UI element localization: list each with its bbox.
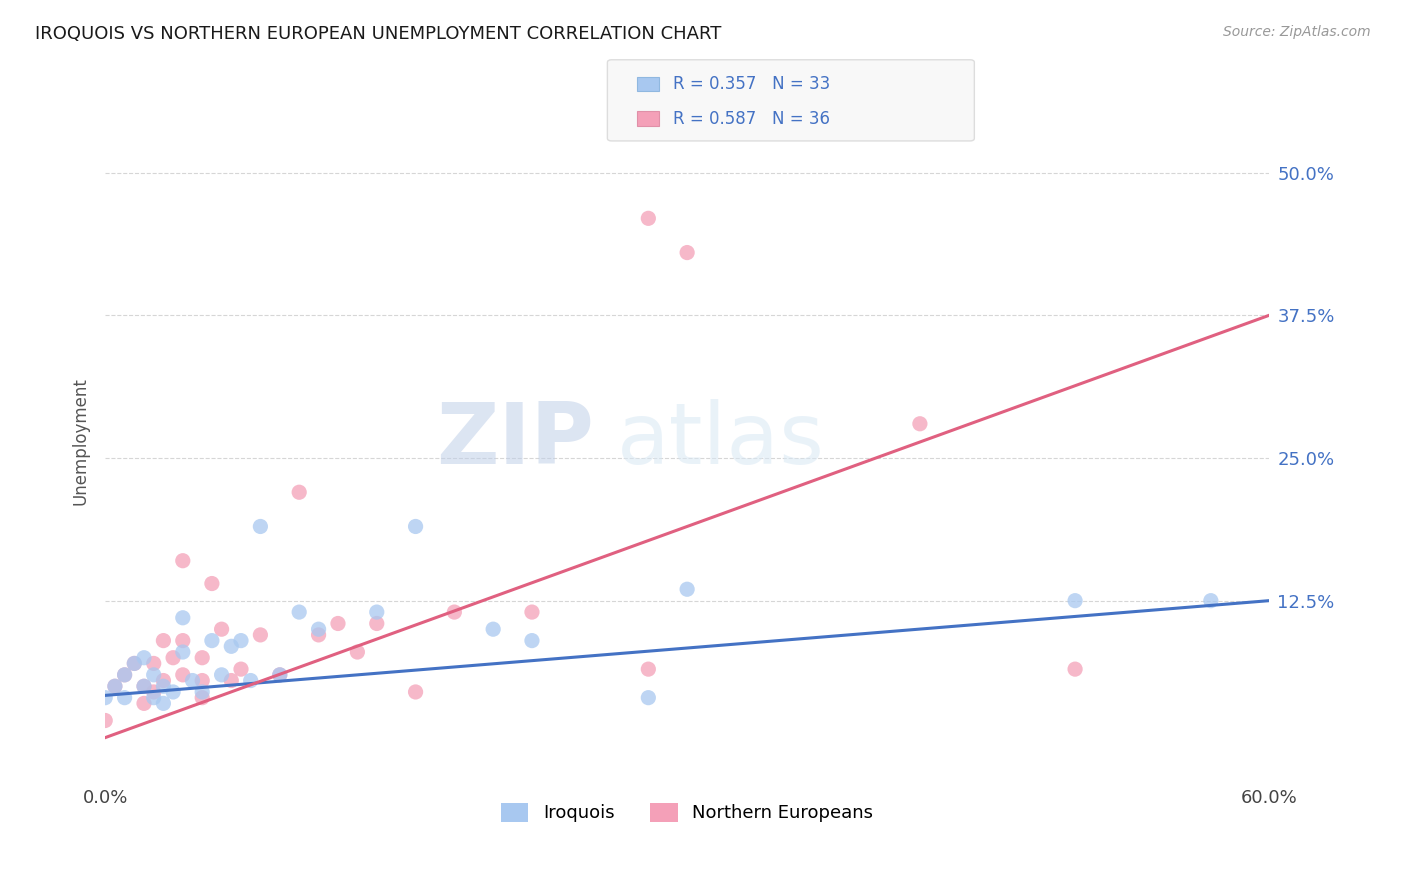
Point bbox=[326, 616, 349, 631]
Point bbox=[211, 622, 233, 636]
Point bbox=[443, 605, 465, 619]
Legend: Iroquois, Northern Europeans: Iroquois, Northern Europeans bbox=[501, 803, 873, 822]
Point bbox=[366, 605, 388, 619]
Point bbox=[637, 662, 659, 676]
Point bbox=[308, 622, 330, 636]
Point bbox=[405, 519, 427, 533]
Text: IROQUOIS VS NORTHERN EUROPEAN UNEMPLOYMENT CORRELATION CHART: IROQUOIS VS NORTHERN EUROPEAN UNEMPLOYME… bbox=[35, 25, 721, 43]
Text: atlas: atlas bbox=[617, 400, 825, 483]
Point bbox=[152, 679, 174, 693]
Text: R = 0.587   N = 36: R = 0.587 N = 36 bbox=[673, 110, 831, 128]
Point bbox=[132, 697, 155, 711]
Point bbox=[172, 611, 194, 625]
Point bbox=[152, 633, 174, 648]
Text: R = 0.357   N = 33: R = 0.357 N = 33 bbox=[673, 75, 831, 93]
Point bbox=[637, 690, 659, 705]
Point bbox=[114, 668, 136, 682]
Y-axis label: Unemployment: Unemployment bbox=[72, 377, 89, 505]
Point bbox=[172, 633, 194, 648]
Point bbox=[104, 679, 127, 693]
Point bbox=[346, 645, 368, 659]
Point bbox=[520, 633, 543, 648]
Point bbox=[142, 690, 165, 705]
Point bbox=[172, 668, 194, 682]
Point bbox=[114, 690, 136, 705]
Point bbox=[288, 485, 311, 500]
Point bbox=[94, 690, 117, 705]
Point bbox=[239, 673, 262, 688]
Point bbox=[94, 714, 117, 728]
Text: Source: ZipAtlas.com: Source: ZipAtlas.com bbox=[1223, 25, 1371, 39]
Point bbox=[908, 417, 931, 431]
Point bbox=[249, 628, 271, 642]
Point bbox=[229, 633, 252, 648]
Point bbox=[124, 657, 146, 671]
Point bbox=[191, 685, 214, 699]
Point bbox=[1199, 593, 1222, 607]
Point bbox=[191, 673, 214, 688]
Point bbox=[191, 650, 214, 665]
Point bbox=[405, 685, 427, 699]
Text: ZIP: ZIP bbox=[436, 400, 593, 483]
Point bbox=[1064, 662, 1087, 676]
Point bbox=[482, 622, 505, 636]
Point bbox=[221, 673, 243, 688]
Point bbox=[142, 657, 165, 671]
Point bbox=[152, 673, 174, 688]
Point bbox=[162, 650, 184, 665]
Point bbox=[269, 668, 291, 682]
Point bbox=[201, 633, 224, 648]
Point bbox=[229, 662, 252, 676]
Point bbox=[181, 673, 204, 688]
Point bbox=[308, 628, 330, 642]
Point bbox=[1064, 593, 1087, 607]
Point bbox=[142, 668, 165, 682]
Point bbox=[211, 668, 233, 682]
Point bbox=[132, 679, 155, 693]
Point bbox=[172, 554, 194, 568]
Point bbox=[142, 685, 165, 699]
Point bbox=[366, 616, 388, 631]
Point bbox=[172, 645, 194, 659]
Point bbox=[520, 605, 543, 619]
Point bbox=[124, 657, 146, 671]
Point bbox=[221, 640, 243, 654]
Point bbox=[249, 519, 271, 533]
Point bbox=[162, 685, 184, 699]
Point bbox=[132, 650, 155, 665]
Point bbox=[114, 668, 136, 682]
Point bbox=[191, 690, 214, 705]
Point bbox=[152, 697, 174, 711]
Point bbox=[269, 668, 291, 682]
Point bbox=[201, 576, 224, 591]
Point bbox=[132, 679, 155, 693]
Point bbox=[104, 679, 127, 693]
Point bbox=[676, 245, 699, 260]
Point bbox=[676, 582, 699, 597]
Point bbox=[637, 211, 659, 226]
Point bbox=[288, 605, 311, 619]
